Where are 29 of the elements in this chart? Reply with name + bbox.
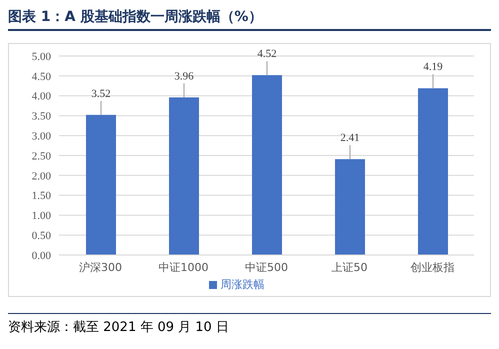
y-tick-label: 3.50 — [32, 110, 52, 123]
bar — [335, 159, 365, 255]
bar — [86, 114, 116, 255]
data-label: 2.41 — [340, 132, 360, 144]
y-tick-label: 0.50 — [32, 230, 52, 242]
x-tick-label: 创业板指 — [410, 260, 454, 274]
x-tick-label: 上证50 — [332, 260, 368, 274]
x-tick-label: 中证1000 — [158, 260, 208, 274]
x-tick-label: 中证500 — [245, 260, 288, 274]
x-tick-label: 沪深300 — [79, 260, 122, 274]
y-tick-label: 4.00 — [32, 90, 52, 103]
y-tick-label: 0.00 — [32, 250, 52, 262]
bar — [169, 97, 199, 255]
legend-label: 周涨跌幅 — [220, 278, 264, 291]
text: 资料来源：截至 2021 年 09 月 10 日 — [8, 319, 230, 336]
data-label: 3.52 — [91, 88, 111, 100]
data-label: 4.19 — [423, 61, 444, 74]
y-tick-label: 2.00 — [32, 170, 52, 182]
y-tick-label: 2.50 — [32, 150, 52, 162]
data-label: 3.96 — [174, 70, 194, 82]
chart-title: 图表 1：A 股基础指数一周涨跌幅（%） — [8, 8, 491, 31]
y-tick-label: 1.00 — [32, 210, 52, 222]
y-tick-label: 3.00 — [32, 130, 52, 143]
bar — [418, 88, 448, 255]
y-tick-label: 4.50 — [32, 70, 52, 83]
bar — [252, 75, 282, 255]
y-tick-label: 5.00 — [32, 50, 52, 63]
y-tick-label: 1.50 — [32, 190, 52, 202]
data-label: 4.52 — [257, 48, 277, 60]
